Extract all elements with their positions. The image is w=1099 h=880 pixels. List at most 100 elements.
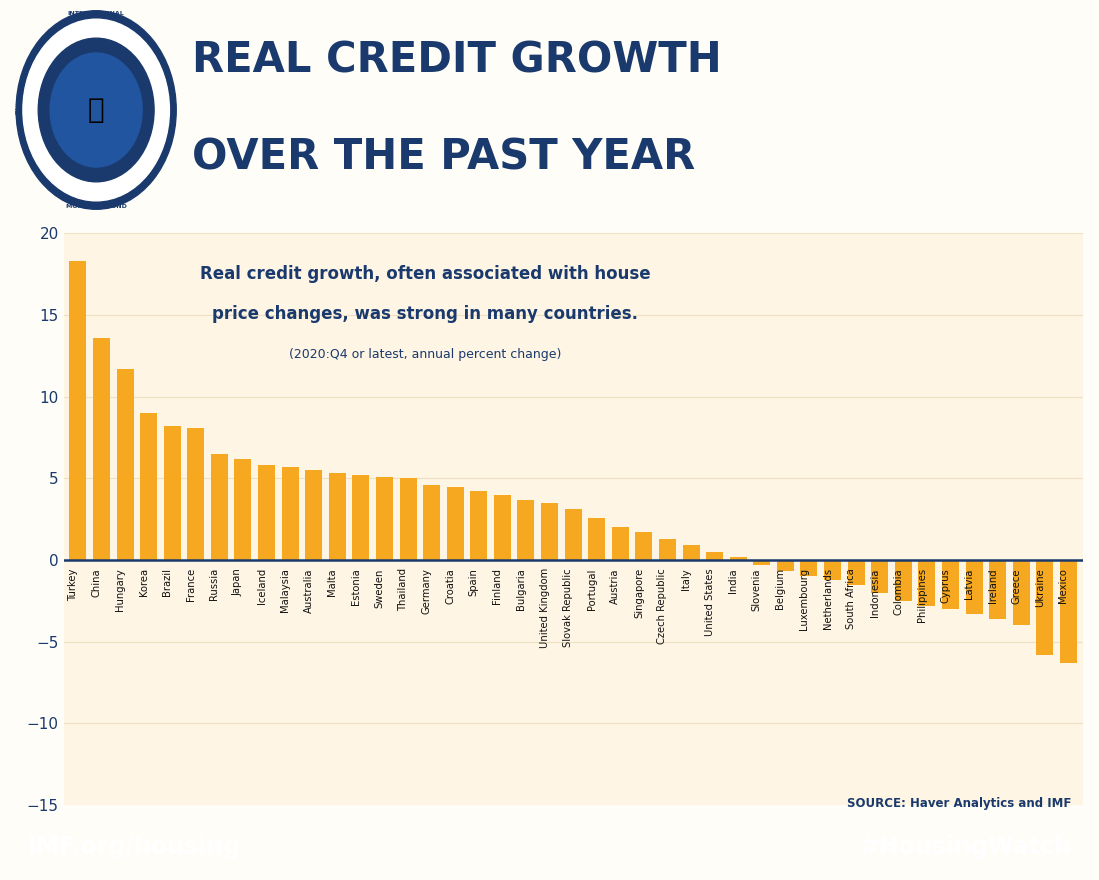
Bar xyxy=(800,560,818,576)
Bar xyxy=(69,261,87,560)
Bar xyxy=(588,517,606,560)
Text: Turkey: Turkey xyxy=(68,568,78,601)
Text: Cyprus: Cyprus xyxy=(941,568,951,603)
Bar xyxy=(306,470,322,560)
Bar xyxy=(872,560,888,593)
Text: Singapore: Singapore xyxy=(634,568,644,619)
Text: Philippines: Philippines xyxy=(917,568,926,622)
Text: Sweden: Sweden xyxy=(375,568,385,607)
Text: Estonia: Estonia xyxy=(351,568,360,605)
Text: Slovenia: Slovenia xyxy=(752,568,762,611)
Text: Czech Republic: Czech Republic xyxy=(657,568,667,644)
Bar xyxy=(329,473,346,560)
Bar xyxy=(187,428,204,560)
Bar xyxy=(93,338,110,560)
Bar xyxy=(919,560,935,605)
Text: IMF.org/housing: IMF.org/housing xyxy=(27,835,241,859)
Bar xyxy=(565,510,581,560)
Text: Spain: Spain xyxy=(469,568,479,596)
Text: Iceland: Iceland xyxy=(256,568,267,605)
Circle shape xyxy=(16,11,176,209)
Text: United States: United States xyxy=(704,568,714,636)
Text: United Kingdom: United Kingdom xyxy=(540,568,550,649)
Bar xyxy=(281,467,299,560)
Text: Belgium: Belgium xyxy=(776,568,786,609)
Text: Croatia: Croatia xyxy=(445,568,455,604)
Text: Latvia: Latvia xyxy=(964,568,974,598)
Text: Netherlands: Netherlands xyxy=(822,568,833,629)
Text: Bulgaria: Bulgaria xyxy=(515,568,526,610)
Text: Australia: Australia xyxy=(303,568,313,612)
Text: REAL CREDIT GROWTH: REAL CREDIT GROWTH xyxy=(192,40,722,82)
Bar xyxy=(659,539,676,560)
Text: India: India xyxy=(729,568,739,593)
Text: China: China xyxy=(91,568,101,597)
Text: Finland: Finland xyxy=(492,568,502,605)
Text: South Africa: South Africa xyxy=(846,568,856,629)
Text: Hungary: Hungary xyxy=(115,568,125,611)
Text: Korea: Korea xyxy=(138,568,148,597)
Text: MONETARY FUND: MONETARY FUND xyxy=(66,203,126,209)
Bar xyxy=(942,560,959,609)
Text: Malta: Malta xyxy=(328,568,337,596)
Text: SOURCE: Haver Analytics and IMF: SOURCE: Haver Analytics and IMF xyxy=(847,796,1072,810)
Bar xyxy=(753,560,770,565)
Text: Austria: Austria xyxy=(610,568,620,604)
Bar xyxy=(258,466,275,560)
Text: Russia: Russia xyxy=(210,568,220,600)
Bar xyxy=(446,487,464,560)
Bar xyxy=(116,369,134,560)
Bar xyxy=(518,500,534,560)
Bar xyxy=(1012,560,1030,626)
Text: Germany: Germany xyxy=(422,568,432,614)
Text: Greece: Greece xyxy=(1011,568,1021,604)
Bar xyxy=(1059,560,1077,663)
Text: Thailand: Thailand xyxy=(398,568,408,612)
Bar xyxy=(966,560,983,614)
Text: FU: FU xyxy=(15,106,20,114)
Bar xyxy=(541,502,558,560)
Bar xyxy=(612,527,629,560)
Text: Ireland: Ireland xyxy=(988,568,998,603)
Bar xyxy=(635,532,653,560)
Bar xyxy=(234,458,252,560)
Bar xyxy=(682,546,700,560)
Text: INTERNATIONAL: INTERNATIONAL xyxy=(68,11,124,17)
Bar xyxy=(707,552,723,560)
Text: Brazil: Brazil xyxy=(163,568,173,597)
Bar xyxy=(895,560,912,601)
Bar xyxy=(211,454,227,560)
Text: (2020:Q4 or latest, annual percent change): (2020:Q4 or latest, annual percent chang… xyxy=(289,348,562,361)
Text: Portugal: Portugal xyxy=(587,568,597,610)
Bar xyxy=(1036,560,1053,655)
Bar xyxy=(847,560,865,584)
Text: Indonesia: Indonesia xyxy=(869,568,879,617)
Text: Malaysia: Malaysia xyxy=(280,568,290,612)
Bar xyxy=(470,491,487,560)
Text: Italy: Italy xyxy=(681,568,691,590)
Bar xyxy=(493,495,511,560)
Bar xyxy=(164,426,180,560)
Text: France: France xyxy=(186,568,196,601)
Circle shape xyxy=(38,38,154,182)
Bar xyxy=(423,485,440,560)
Text: Ukraine: Ukraine xyxy=(1035,568,1045,607)
Circle shape xyxy=(51,53,142,167)
Bar xyxy=(730,557,746,560)
Text: OVER THE PAST YEAR: OVER THE PAST YEAR xyxy=(192,136,696,178)
Text: Colombia: Colombia xyxy=(893,568,903,615)
Text: Real credit growth, often associated with house: Real credit growth, often associated wit… xyxy=(200,265,651,282)
Bar xyxy=(376,477,393,560)
Bar xyxy=(777,560,793,571)
Text: #HousingWatch: #HousingWatch xyxy=(859,835,1072,859)
Text: Japan: Japan xyxy=(233,568,243,596)
Bar xyxy=(989,560,1006,619)
Text: Luxembourg: Luxembourg xyxy=(799,568,809,630)
Text: price changes, was strong in many countries.: price changes, was strong in many countr… xyxy=(212,304,639,323)
Text: Slovak Republic: Slovak Republic xyxy=(563,568,574,647)
Text: Mexico: Mexico xyxy=(1058,568,1068,603)
Bar xyxy=(400,479,417,560)
Text: 🌐: 🌐 xyxy=(88,96,104,124)
Bar xyxy=(353,475,369,560)
Circle shape xyxy=(23,19,169,201)
